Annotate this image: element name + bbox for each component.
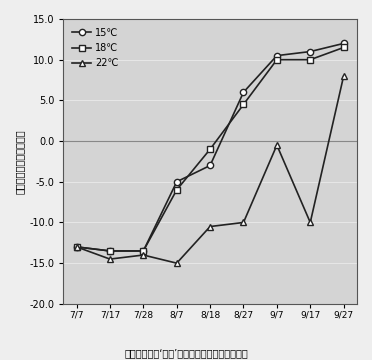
15℃ <box>208 163 212 168</box>
22℃ <box>141 253 145 257</box>
22℃ <box>108 257 112 261</box>
22℃ <box>341 74 346 78</box>
22℃ <box>208 224 212 229</box>
18℃ <box>108 249 112 253</box>
22℃ <box>174 261 179 265</box>
18℃ <box>341 45 346 50</box>
18℃ <box>174 188 179 192</box>
15℃ <box>108 249 112 253</box>
18℃ <box>241 102 246 107</box>
15℃ <box>341 41 346 46</box>
15℃ <box>141 249 145 253</box>
Y-axis label: 果色（朱色の発現程度）: 果色（朱色の発現程度） <box>15 129 25 194</box>
22℃ <box>74 245 79 249</box>
Legend: 15℃, 18℃, 22℃: 15℃, 18℃, 22℃ <box>68 24 123 72</box>
22℃ <box>308 220 312 225</box>
15℃ <box>275 54 279 58</box>
15℃ <box>74 245 79 249</box>
18℃ <box>141 249 145 253</box>
Text: 図３－３３　‘西条’における成熟期の夜間冷却: 図３－３３ ‘西条’における成熟期の夜間冷却 <box>124 348 248 358</box>
18℃ <box>74 245 79 249</box>
Line: 22℃: 22℃ <box>73 72 347 267</box>
18℃ <box>275 58 279 62</box>
18℃ <box>308 58 312 62</box>
Line: 18℃: 18℃ <box>73 44 347 254</box>
15℃ <box>174 180 179 184</box>
15℃ <box>308 49 312 54</box>
22℃ <box>241 220 246 225</box>
18℃ <box>208 147 212 151</box>
Line: 15℃: 15℃ <box>73 40 347 254</box>
15℃ <box>241 90 246 94</box>
22℃ <box>275 143 279 147</box>
